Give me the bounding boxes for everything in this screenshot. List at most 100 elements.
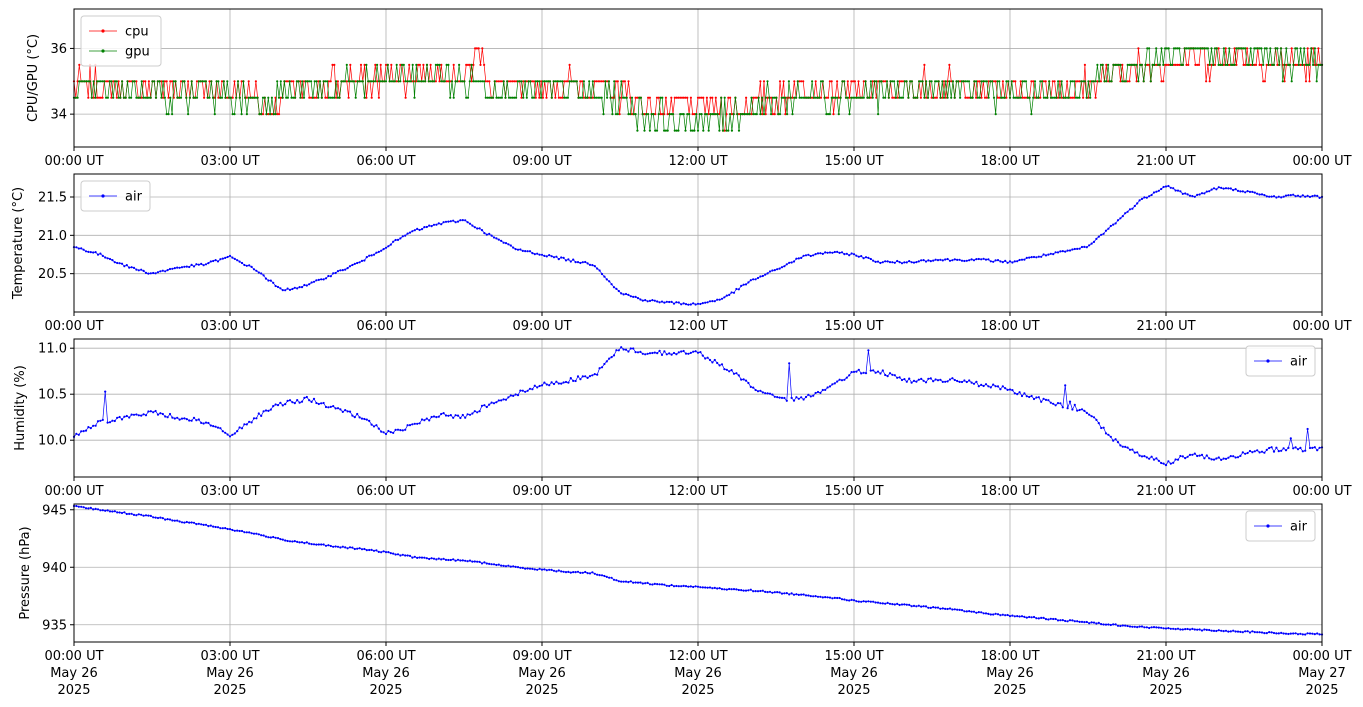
data-point-air bbox=[1138, 199, 1141, 202]
data-point-cpu bbox=[761, 113, 764, 116]
data-point-gpu bbox=[666, 129, 669, 132]
data-point-air bbox=[742, 589, 745, 592]
data-point-air bbox=[1160, 187, 1163, 191]
data-point-cpu bbox=[618, 113, 621, 116]
data-point-cpu bbox=[1233, 47, 1236, 50]
data-point-air bbox=[572, 258, 575, 261]
data-point-gpu bbox=[226, 80, 229, 83]
data-point-air bbox=[824, 251, 827, 254]
data-point-air bbox=[516, 394, 520, 397]
data-point-air bbox=[466, 413, 469, 416]
data-point-air bbox=[228, 435, 232, 438]
data-point-air bbox=[1200, 453, 1204, 456]
data-point-air bbox=[1088, 244, 1091, 247]
data-point-air bbox=[845, 252, 848, 255]
data-point-cpu bbox=[930, 96, 933, 99]
data-point-air bbox=[1047, 253, 1050, 256]
data-point-air bbox=[1203, 628, 1206, 631]
data-point-gpu bbox=[138, 96, 142, 99]
data-point-air bbox=[533, 253, 536, 256]
x-tick-date-label: May 26 bbox=[986, 666, 1034, 681]
data-point-cpu bbox=[545, 96, 548, 99]
data-point-gpu bbox=[1078, 96, 1081, 99]
data-point-air bbox=[411, 423, 414, 426]
data-point-air bbox=[872, 600, 875, 603]
data-point-gpu bbox=[269, 113, 272, 116]
x-tick-label: 12:00 UT bbox=[668, 319, 727, 334]
data-point-cpu bbox=[568, 63, 571, 66]
data-point-air bbox=[466, 560, 469, 563]
data-point-cpu bbox=[871, 80, 874, 83]
data-point-air bbox=[965, 259, 968, 262]
data-point-air bbox=[752, 386, 755, 389]
data-point-cpu bbox=[1014, 80, 1017, 83]
data-point-air bbox=[531, 388, 534, 391]
data-point-gpu bbox=[864, 80, 867, 83]
data-point-gpu bbox=[910, 80, 914, 83]
data-point-gpu bbox=[420, 80, 423, 83]
data-point-air bbox=[874, 371, 877, 374]
data-point-gpu bbox=[1000, 96, 1003, 99]
data-point-gpu bbox=[1126, 63, 1129, 66]
data-point-gpu bbox=[1099, 63, 1102, 66]
data-point-gpu bbox=[976, 96, 980, 99]
data-point-air bbox=[725, 294, 728, 297]
data-point-air bbox=[231, 256, 234, 259]
data-point-gpu bbox=[516, 80, 520, 83]
data-point-cpu bbox=[349, 63, 352, 66]
data-point-gpu bbox=[568, 80, 571, 83]
data-point-air bbox=[75, 432, 78, 435]
data-point-air bbox=[267, 279, 270, 282]
data-point-air bbox=[994, 612, 997, 615]
data-point-air bbox=[132, 513, 136, 517]
data-point-gpu bbox=[1219, 63, 1222, 66]
data-point-gpu bbox=[147, 96, 150, 99]
data-point-gpu bbox=[1213, 47, 1217, 50]
data-point-air bbox=[692, 302, 695, 305]
data-point-air bbox=[1136, 202, 1139, 205]
series-markers-gpu bbox=[72, 47, 1324, 132]
data-point-gpu bbox=[506, 80, 509, 83]
data-point-gpu bbox=[1201, 47, 1204, 50]
data-point-air bbox=[646, 300, 649, 303]
data-point-air bbox=[886, 601, 889, 605]
data-point-gpu bbox=[335, 80, 338, 83]
data-point-air bbox=[356, 412, 359, 416]
data-point-air bbox=[435, 558, 438, 561]
data-point-cpu bbox=[1260, 63, 1263, 66]
data-point-air bbox=[382, 431, 385, 434]
data-point-air bbox=[891, 261, 894, 264]
data-point-cpu bbox=[171, 80, 174, 83]
data-point-air bbox=[888, 372, 892, 375]
data-point-air bbox=[1294, 195, 1297, 198]
data-point-gpu bbox=[778, 113, 782, 116]
x-tick-label: 03:00 UT bbox=[200, 319, 259, 334]
data-point-air bbox=[802, 593, 805, 596]
data-point-air bbox=[1152, 458, 1156, 461]
data-point-air bbox=[1162, 627, 1165, 630]
data-point-air bbox=[1289, 194, 1292, 197]
data-point-air bbox=[960, 380, 964, 384]
data-point-air bbox=[358, 547, 361, 550]
data-point-air bbox=[1232, 189, 1235, 192]
data-point-air bbox=[432, 557, 436, 560]
data-point-air bbox=[135, 268, 138, 271]
data-point-gpu bbox=[1310, 47, 1313, 50]
data-point-air bbox=[958, 380, 961, 383]
data-point-cpu bbox=[488, 80, 491, 83]
data-point-gpu bbox=[791, 113, 794, 116]
data-point-air bbox=[1313, 446, 1316, 449]
data-point-air bbox=[238, 529, 241, 533]
data-point-air bbox=[694, 585, 697, 588]
data-point-cpu bbox=[481, 47, 484, 50]
data-point-air bbox=[483, 232, 486, 235]
data-point-gpu bbox=[934, 80, 937, 83]
data-point-air bbox=[1040, 616, 1043, 620]
data-point-gpu bbox=[1153, 63, 1156, 66]
data-point-gpu bbox=[213, 113, 216, 116]
data-point-cpu bbox=[142, 80, 145, 83]
data-point-gpu bbox=[169, 96, 172, 99]
data-point-air bbox=[663, 350, 666, 353]
data-point-air bbox=[500, 564, 503, 567]
data-point-air bbox=[560, 256, 563, 259]
